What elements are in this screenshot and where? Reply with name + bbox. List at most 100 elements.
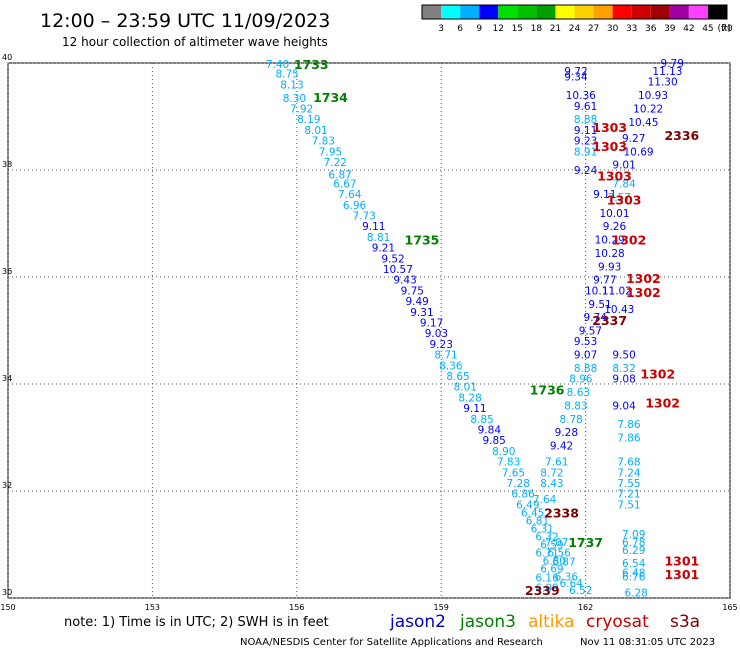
swh-point: 9.53 bbox=[574, 336, 597, 348]
x-tick-label: 156 bbox=[289, 603, 304, 612]
pass-time-label: 1734 bbox=[313, 90, 348, 105]
colorbar-label: 18 bbox=[531, 24, 543, 34]
swh-point: 8.32 bbox=[612, 363, 635, 375]
swh-point: 7.55 bbox=[617, 478, 640, 490]
swh-point: 6.71 bbox=[535, 548, 558, 560]
colorbar-label: 3 bbox=[438, 24, 444, 34]
swh-point: 10.36 bbox=[566, 90, 596, 102]
swh-point: 6.28 bbox=[624, 588, 647, 600]
swh-point: 6.96 bbox=[343, 200, 367, 212]
colorbar: 3 6 9 12 15 18 21 24 27 30 33 36 39 42 45 70(ft) bbox=[421, 4, 733, 34]
legend-jason3: jason3 bbox=[459, 612, 516, 632]
pass-time-label: 2337 bbox=[592, 313, 627, 328]
swh-point: 9.23 bbox=[574, 136, 597, 148]
legend-jason2: jason2 bbox=[389, 612, 446, 632]
swh-point: 7.24 bbox=[617, 467, 641, 479]
swh-point: 6.69 bbox=[540, 564, 563, 576]
swh-point: 7.28 bbox=[507, 478, 530, 490]
swh-point: 7.86 bbox=[617, 419, 641, 431]
colorbar-label: 36 bbox=[645, 24, 657, 34]
colorbar-swatch bbox=[631, 5, 651, 19]
swh-point: 7.73 bbox=[352, 210, 375, 222]
swh-point: 9.79 bbox=[661, 58, 684, 70]
swh-point: 9.34 bbox=[564, 71, 588, 83]
swh-point: 6.87 bbox=[552, 557, 575, 569]
swh-point: 8.01 bbox=[454, 382, 477, 394]
swh-point: 9.08 bbox=[612, 374, 635, 386]
pass-time-label: 1301 bbox=[664, 554, 699, 569]
y-tick-label: 40 bbox=[2, 53, 12, 62]
colorbar-swatch bbox=[460, 5, 480, 19]
swh-point: 8.81 bbox=[367, 232, 390, 244]
pass-time-label: 1302 bbox=[626, 285, 661, 300]
satellite-legend: jason2 jason3 altika cryosat s3a bbox=[389, 612, 700, 632]
swh-point: 7.61 bbox=[545, 457, 568, 469]
swh-point: 6.36 bbox=[555, 572, 579, 584]
colorbar-swatch bbox=[650, 5, 670, 19]
swh-point: 8.28 bbox=[458, 392, 481, 404]
pass-time-label: 1303 bbox=[592, 139, 627, 154]
swh-point: 9.11 bbox=[593, 189, 616, 201]
swh-point: 6.09 bbox=[535, 582, 558, 594]
swh-point: 8.36 bbox=[439, 360, 463, 372]
swh-point: 9.74 bbox=[584, 312, 608, 324]
colorbar-swatch bbox=[517, 5, 537, 19]
x-tick-label: 153 bbox=[145, 603, 160, 612]
swh-point: 6.87 bbox=[328, 169, 351, 181]
colorbar-swatch bbox=[479, 5, 499, 19]
swh-point: 9.17 bbox=[420, 317, 443, 329]
colorbar-swatch bbox=[707, 5, 727, 19]
swh-point: 7.95 bbox=[319, 146, 342, 158]
swh-point: 8.63 bbox=[567, 387, 590, 399]
legend-altika: altika bbox=[528, 612, 575, 632]
colorbar-label: 27 bbox=[588, 24, 599, 34]
swh-point: 8.78 bbox=[559, 414, 582, 426]
swh-point: 9.43 bbox=[393, 275, 416, 287]
swh-point: 9.11 bbox=[574, 125, 597, 137]
swh-point: 6.49 bbox=[516, 499, 539, 511]
swh-point: 9.49 bbox=[405, 296, 428, 308]
pass-time-label: 1303 bbox=[597, 168, 632, 183]
colorbar-label: 42 bbox=[683, 24, 694, 34]
swh-point: 9.11 bbox=[463, 403, 486, 415]
swh-point: 7.09 bbox=[622, 529, 645, 541]
legend-s3a: s3a bbox=[670, 612, 700, 632]
swh-point: 7.22 bbox=[324, 157, 347, 169]
y-tick-label: 38 bbox=[2, 160, 12, 169]
swh-point: 8.91 bbox=[574, 146, 597, 158]
swh-point: 7.07 bbox=[545, 537, 568, 549]
colorbar-swatch bbox=[669, 5, 689, 19]
swh-point: 10.69 bbox=[624, 146, 654, 158]
swh-point: 6.59 bbox=[540, 540, 563, 552]
colorbar-label: 70 bbox=[721, 24, 733, 34]
swh-point: 9.93 bbox=[598, 261, 621, 273]
colorbar-label: 33 bbox=[626, 24, 637, 34]
swh-point: 9.04 bbox=[612, 400, 636, 412]
pass-time-label: 1303 bbox=[592, 120, 627, 135]
time-labels: 1733 1734 1735 1736 1737 2338 2339 2336 2337 1303… bbox=[294, 57, 700, 598]
colorbar-swatch bbox=[574, 5, 594, 19]
swh-point: 6.54 bbox=[622, 558, 646, 570]
pass-time-label: 1735 bbox=[405, 233, 440, 248]
swh-point: 6.80 bbox=[543, 556, 566, 568]
swh-point: 10.28 bbox=[595, 248, 625, 260]
swh-point: 8.65 bbox=[446, 371, 469, 383]
swh-point: 7.84 bbox=[612, 178, 636, 190]
swh-point: 10.01 bbox=[599, 208, 629, 220]
swh-point: 7.83 bbox=[312, 136, 335, 148]
x-tick-label: 162 bbox=[578, 603, 593, 612]
swh-point: 7.86 bbox=[617, 433, 641, 445]
swh-point: 8.19 bbox=[297, 114, 320, 126]
swh-point: 7.65 bbox=[502, 467, 525, 479]
swh-point: 9.11 bbox=[362, 221, 385, 233]
pass-time-label: 1302 bbox=[645, 396, 680, 411]
colorbar-swatch bbox=[441, 5, 461, 19]
swh-point: 8.71 bbox=[434, 350, 457, 362]
swh-point: 9.07 bbox=[574, 350, 597, 362]
swh-point: 9.57 bbox=[579, 326, 602, 338]
swh-point: 6.32 bbox=[535, 531, 558, 543]
swh-point: 6.29 bbox=[622, 545, 645, 557]
x-tick-label: 159 bbox=[434, 603, 449, 612]
